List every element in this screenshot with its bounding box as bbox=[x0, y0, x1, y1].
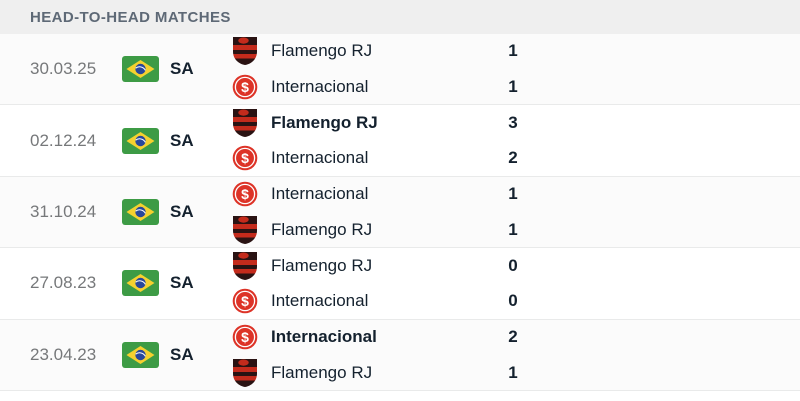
flamengo-crest-icon bbox=[232, 251, 258, 281]
brazil-flag-icon bbox=[122, 56, 159, 83]
away-team-line: $ Internacional bbox=[232, 283, 500, 319]
home-team-line: $ Internacional bbox=[232, 176, 500, 212]
home-team-line: $ Internacional bbox=[232, 319, 500, 355]
home-team-name: Internacional bbox=[271, 184, 369, 204]
flamengo-crest-icon bbox=[232, 36, 258, 66]
home-score: 0 bbox=[508, 255, 518, 275]
scores-column: 1 1 bbox=[500, 34, 526, 105]
competition-group: SA bbox=[122, 198, 232, 225]
away-team-name: Flamengo RJ bbox=[271, 362, 373, 382]
match-row[interactable]: 27.08.23 SA Flamengo RJ $ Internacional bbox=[0, 248, 800, 320]
home-team-name: Flamengo RJ bbox=[271, 41, 373, 61]
match-date: 30.03.25 bbox=[30, 59, 97, 79]
competition-badge: SA bbox=[170, 201, 194, 221]
home-score: 2 bbox=[508, 326, 518, 346]
away-team-name: Internacional bbox=[271, 77, 369, 97]
home-team-line: Flamengo RJ bbox=[232, 105, 500, 141]
match-row[interactable]: 23.04.23 SA $ Internacional Flamengo RJ bbox=[0, 319, 800, 391]
match-row[interactable]: 30.03.25 SA Flamengo RJ $ Internacional bbox=[0, 34, 800, 106]
scores-column: 3 2 bbox=[500, 105, 526, 176]
away-team-line: $ Internacional bbox=[232, 69, 500, 105]
home-team-name: Flamengo RJ bbox=[271, 112, 378, 132]
internacional-crest-icon: $ bbox=[232, 322, 258, 352]
match-date: 31.10.24 bbox=[30, 201, 97, 221]
flamengo-crest-icon bbox=[232, 108, 258, 138]
competition-badge: SA bbox=[170, 344, 194, 364]
match-row[interactable]: 02.12.24 SA Flamengo RJ $ Internacional bbox=[0, 105, 800, 177]
teams-column: $ Internacional Flamengo RJ bbox=[232, 176, 500, 247]
home-team-name: Internacional bbox=[271, 326, 377, 346]
away-team-line: Flamengo RJ bbox=[232, 212, 500, 248]
home-team-name: Flamengo RJ bbox=[271, 255, 373, 275]
competition-badge: SA bbox=[170, 59, 194, 79]
away-team-name: Internacional bbox=[271, 148, 369, 168]
away-score: 0 bbox=[508, 291, 518, 311]
internacional-crest-icon: $ bbox=[232, 143, 258, 173]
match-date: 02.12.24 bbox=[30, 130, 97, 150]
away-team-name: Internacional bbox=[271, 291, 369, 311]
away-team-line: $ Internacional bbox=[232, 141, 500, 177]
svg-text:$: $ bbox=[241, 329, 249, 345]
matches-list: 30.03.25 SA Flamengo RJ $ Internacional bbox=[0, 34, 800, 391]
flamengo-crest-icon bbox=[232, 358, 258, 388]
match-date: 27.08.23 bbox=[30, 273, 97, 293]
teams-column: Flamengo RJ $ Internacional bbox=[232, 105, 500, 176]
svg-text:$: $ bbox=[241, 79, 249, 95]
home-team-line: Flamengo RJ bbox=[232, 248, 500, 284]
teams-column: $ Internacional Flamengo RJ bbox=[232, 319, 500, 390]
home-score: 1 bbox=[508, 184, 518, 204]
scores-column: 2 1 bbox=[500, 319, 526, 390]
svg-text:$: $ bbox=[241, 150, 249, 166]
home-score: 1 bbox=[508, 41, 518, 61]
scores-column: 0 0 bbox=[500, 248, 526, 319]
brazil-flag-icon bbox=[122, 270, 159, 297]
teams-column: Flamengo RJ $ Internacional bbox=[232, 248, 500, 319]
brazil-flag-icon bbox=[122, 341, 159, 368]
home-team-line: Flamengo RJ bbox=[232, 34, 500, 70]
competition-group: SA bbox=[122, 341, 232, 368]
svg-text:$: $ bbox=[241, 293, 249, 309]
away-score: 2 bbox=[508, 148, 518, 168]
away-team-line: Flamengo RJ bbox=[232, 355, 500, 391]
brazil-flag-icon bbox=[122, 127, 159, 154]
away-score: 1 bbox=[508, 219, 518, 239]
competition-group: SA bbox=[122, 270, 232, 297]
internacional-crest-icon: $ bbox=[232, 72, 258, 102]
competition-badge: SA bbox=[170, 273, 194, 293]
home-score: 3 bbox=[508, 112, 518, 132]
section-header: HEAD-TO-HEAD MATCHES bbox=[0, 0, 800, 34]
teams-column: Flamengo RJ $ Internacional bbox=[232, 34, 500, 105]
match-date: 23.04.23 bbox=[30, 344, 97, 364]
flamengo-crest-icon bbox=[232, 215, 258, 245]
svg-text:$: $ bbox=[241, 186, 249, 202]
match-row[interactable]: 31.10.24 SA $ Internacional Flamengo RJ bbox=[0, 176, 800, 249]
section-title: HEAD-TO-HEAD MATCHES bbox=[30, 8, 231, 26]
away-score: 1 bbox=[508, 362, 518, 382]
internacional-crest-icon: $ bbox=[232, 286, 258, 316]
competition-group: SA bbox=[122, 127, 232, 154]
brazil-flag-icon bbox=[122, 198, 159, 225]
competition-badge: SA bbox=[170, 130, 194, 150]
away-score: 1 bbox=[508, 77, 518, 97]
internacional-crest-icon: $ bbox=[232, 179, 258, 209]
away-team-name: Flamengo RJ bbox=[271, 219, 373, 239]
scores-column: 1 1 bbox=[500, 176, 526, 247]
competition-group: SA bbox=[122, 56, 232, 83]
